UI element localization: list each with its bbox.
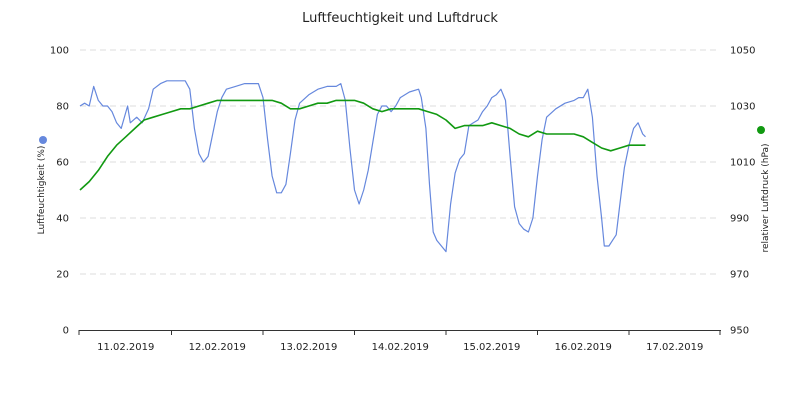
y-right-axis-title: relativer Luftdruck (hPa) <box>761 143 771 252</box>
x-tick-label: 15.02.2019 <box>463 342 520 353</box>
pressure-series-line <box>79 99 646 191</box>
y-right-tick-label: 990 <box>730 214 749 225</box>
x-tick-label: 16.02.2019 <box>555 342 612 353</box>
y-right-tick-label: 1010 <box>730 158 755 169</box>
y-left-tick-label: 80 <box>56 102 69 113</box>
y-left-tick-label: 60 <box>56 158 69 169</box>
y-left-tick-label: 40 <box>56 214 69 225</box>
y-left-tick-label: 0 <box>63 326 69 337</box>
axes: 0 20 40 60 80 100 950 970 990 1010 1030 1050 11.02.2… <box>50 46 756 354</box>
chart-title: Luftfeuchtigkeit und Luftdruck <box>302 11 498 26</box>
data-series <box>79 80 646 253</box>
legend-humidity-dot <box>39 136 47 144</box>
y-left-axis-title: Luftfeuchtigkeit (%) <box>37 146 47 235</box>
x-tick-label: 11.02.2019 <box>97 342 154 353</box>
humidity-series-line <box>79 80 646 253</box>
y-right-tick-label: 1050 <box>730 46 755 57</box>
x-tick-label: 13.02.2019 <box>280 342 337 353</box>
x-tick-label: 14.02.2019 <box>372 342 429 353</box>
x-tick-label: 12.02.2019 <box>189 342 246 353</box>
grid-lines <box>80 49 720 275</box>
y-left-tick-label: 20 <box>56 270 69 281</box>
y-right-tick-label: 1030 <box>730 102 755 113</box>
legend-pressure-dot <box>757 126 765 134</box>
y-right-tick-label: 950 <box>730 326 749 337</box>
y-left-tick-label: 100 <box>50 46 69 57</box>
y-right-tick-label: 970 <box>730 270 749 281</box>
x-tick-label: 17.02.2019 <box>646 342 703 353</box>
